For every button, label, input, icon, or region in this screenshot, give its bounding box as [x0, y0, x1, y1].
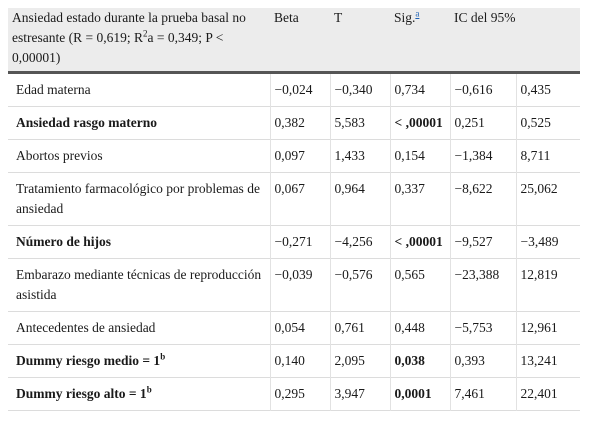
row-label: Tratamiento farmacológico por problemas …	[8, 172, 271, 226]
cell-ic-upper: 25,062	[520, 181, 558, 196]
cell-t: 1,433	[330, 139, 391, 173]
cell-ic-upper: 22,401	[520, 386, 558, 401]
table-row: Abortos previos 0,097 1,433 0,154 −1,384 8,71…	[8, 139, 580, 173]
cell-t: −0,576	[330, 258, 391, 312]
header-sig: Sig.a	[390, 8, 450, 73]
header-title: Ansiedad estado durante la prueba basal …	[8, 8, 270, 73]
cell-beta: 0,054	[270, 311, 331, 345]
cell-sig: 0,0001	[390, 377, 451, 411]
table-row: Edad materna −0,024 −0,340 0,734 −0,616 0,435	[8, 72, 580, 107]
cell-ic-lower: −5,753	[450, 311, 517, 345]
cell-t: 5,583	[330, 106, 391, 140]
cell-sig: < ,00001	[390, 106, 451, 140]
footnote-marker: b	[160, 351, 166, 362]
cell-ic-lower: −1,384	[450, 139, 517, 173]
cell-ic-lower: 7,461	[450, 377, 517, 411]
cell-beta: −0,039	[270, 258, 331, 312]
header-t: T	[330, 8, 390, 73]
cell-beta: −0,024	[270, 72, 331, 107]
cell-beta: 0,382	[270, 106, 331, 140]
row-label: Ansiedad rasgo materno	[8, 106, 271, 140]
table-row: Ansiedad rasgo materno 0,382 5,583 < ,00001…	[8, 106, 580, 140]
footnote-marker: b	[146, 384, 152, 395]
cell-t: 2,095	[330, 344, 391, 378]
cell-t: 0,964	[330, 172, 391, 226]
cell-ic-upper: 8,711	[520, 148, 551, 163]
cell-ic-upper: 0,435	[520, 82, 551, 97]
cell-ic-upper: 12,961	[520, 320, 558, 335]
row-label: Número de hijos	[8, 225, 271, 259]
cell-ic-upper: 0,525	[520, 115, 551, 130]
cell-sig: 0,448	[390, 311, 451, 345]
cell-ic-upper: 13,241	[520, 353, 558, 368]
header-ic: IC del 95%	[450, 8, 580, 73]
cell-t: −0,340	[330, 72, 391, 107]
row-label: Embarazo mediante técnicas de reproducci…	[8, 258, 271, 312]
cell-sig: 0,038	[390, 344, 451, 378]
cell-ic-lower: −23,388	[450, 258, 517, 312]
cell-t: 0,761	[330, 311, 391, 345]
table-row: Antecedentes de ansiedad 0,054 0,761 0,448−…	[8, 311, 580, 345]
row-label: Dummy riesgo medio = 1b	[8, 344, 271, 378]
row-label: Dummy riesgo alto = 1b	[8, 377, 271, 411]
cell-sig: 0,565	[390, 258, 451, 312]
header-beta: Beta	[270, 8, 330, 73]
cell-ic-upper: 12,819	[520, 267, 558, 282]
row-label: Antecedentes de ansiedad	[8, 311, 271, 345]
cell-sig: 0,337	[390, 172, 451, 226]
table-row: Embarazo mediante técnicas de reproducci…	[8, 258, 580, 312]
cell-ic-lower: −9,527	[450, 225, 517, 259]
row-label: Edad materna	[8, 72, 271, 107]
cell-ic-lower: 0,251	[450, 106, 517, 140]
cell-t: 3,947	[330, 377, 391, 411]
cell-beta: 0,295	[270, 377, 331, 411]
cell-ic-lower: 0,393	[450, 344, 517, 378]
cell-beta: 0,067	[270, 172, 331, 226]
cell-sig: 0,154	[390, 139, 451, 173]
table-row: Tratamiento farmacológico por problemas …	[8, 172, 580, 226]
cell-t: −4,256	[330, 225, 391, 259]
cell-sig: < ,00001	[390, 225, 451, 259]
cell-beta: 0,097	[270, 139, 331, 173]
cell-ic-lower: −8,622	[450, 172, 517, 226]
cell-sig: 0,734	[390, 72, 451, 107]
cell-ic-lower: −0,616	[450, 72, 517, 107]
table-row: Dummy riesgo medio = 1b 0,140 2,095 0,038 0,…	[8, 344, 580, 378]
regression-table: Ansiedad estado durante la prueba basal …	[8, 8, 580, 411]
cell-ic-upper: −3,489	[520, 234, 559, 249]
footnote-a-link[interactable]: a	[415, 8, 420, 19]
table-row: Dummy riesgo alto = 1b 0,295 3,947 0,0001 7,…	[8, 377, 580, 411]
table-header-row: Ansiedad estado durante la prueba basal …	[8, 8, 580, 73]
table-row: Número de hijos −0,271 −4,256 < ,00001 −9,52…	[8, 225, 580, 259]
cell-beta: 0,140	[270, 344, 331, 378]
cell-beta: −0,271	[270, 225, 331, 259]
row-label: Abortos previos	[8, 139, 271, 173]
